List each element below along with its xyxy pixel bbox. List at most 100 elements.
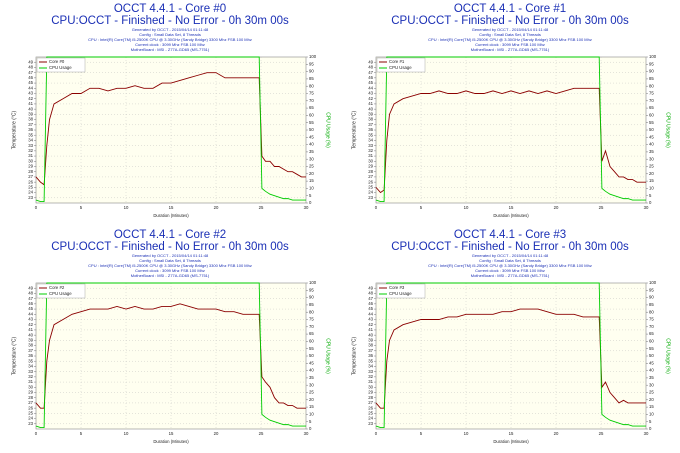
y2-tick-label: 65 bbox=[309, 331, 314, 336]
y2-tick-label: 45 bbox=[309, 134, 314, 139]
y2-tick-label: 5 bbox=[309, 193, 312, 198]
info-line: Config : Small Data Set, 8 Threads bbox=[479, 258, 541, 263]
y-tick-label: 34 bbox=[368, 138, 373, 143]
x-tick-label: 30 bbox=[304, 205, 309, 210]
y-tick-label: 40 bbox=[368, 332, 373, 337]
y-tick-label: 42 bbox=[368, 96, 373, 101]
y2-tick-label: 100 bbox=[309, 280, 317, 285]
series-line bbox=[35, 72, 306, 186]
legend-box bbox=[36, 57, 86, 73]
y2-tick-label: 85 bbox=[649, 76, 654, 81]
y-tick-label: 41 bbox=[368, 101, 373, 106]
y2-tick-label: 55 bbox=[649, 120, 654, 125]
y2-tick-label: 85 bbox=[649, 302, 654, 307]
y-tick-label: 25 bbox=[28, 410, 33, 415]
info-line: Current clock : 3099 Mhz FSB 100 Mhz bbox=[475, 268, 545, 273]
series-line bbox=[35, 282, 306, 428]
x-tick-label: 0 bbox=[35, 205, 38, 210]
y2-tick-label: 85 bbox=[309, 76, 314, 81]
y2-tick-label: 75 bbox=[649, 317, 654, 322]
y-tick-label: 40 bbox=[28, 332, 33, 337]
y2-tick-label: 20 bbox=[309, 397, 314, 402]
y-tick-label: 34 bbox=[28, 364, 33, 369]
x-tick-label: 15 bbox=[509, 431, 514, 436]
y2-tick-label: 35 bbox=[649, 149, 654, 154]
y-tick-label: 35 bbox=[368, 132, 373, 137]
y-tick-label: 30 bbox=[368, 384, 373, 389]
x-tick-label: 20 bbox=[554, 431, 559, 436]
y-tick-label: 28 bbox=[368, 169, 373, 174]
y-tick-label: 48 bbox=[28, 65, 33, 70]
y-tick-label: 45 bbox=[368, 306, 373, 311]
y-tick-label: 30 bbox=[368, 158, 373, 163]
legend-label: CPU Usage bbox=[49, 291, 72, 296]
y2-tick-label: 10 bbox=[309, 412, 314, 417]
y-tick-label: 49 bbox=[28, 285, 33, 290]
legend-box bbox=[36, 283, 86, 299]
y-tick-label: 32 bbox=[368, 374, 373, 379]
y-tick-label: 30 bbox=[28, 158, 33, 163]
y2-tick-label: 60 bbox=[649, 113, 654, 118]
y2-tick-label: 95 bbox=[309, 61, 314, 66]
y-tick-label: 31 bbox=[28, 153, 33, 158]
y-tick-label: 23 bbox=[368, 195, 373, 200]
y-tick-label: 33 bbox=[368, 143, 373, 148]
y-tick-label: 45 bbox=[28, 80, 33, 85]
info-line: MotherBoard : MSI - Z77A-GD65 (MS-7751) bbox=[471, 47, 550, 52]
chart-title: OCCT 4.4.1 - Core #3 bbox=[454, 229, 566, 241]
info-line: Current clock : 3099 Mhz FSB 100 Mhz bbox=[135, 42, 205, 47]
y-tick-label: 31 bbox=[368, 153, 373, 158]
y-tick-label: 28 bbox=[28, 169, 33, 174]
y2-tick-label: 15 bbox=[649, 178, 654, 183]
y2-tick-label: 70 bbox=[309, 98, 314, 103]
x-tick-label: 25 bbox=[599, 431, 604, 436]
y2-tick-label: 80 bbox=[649, 309, 654, 314]
y2-tick-label: 15 bbox=[649, 404, 654, 409]
chart-subtitle: CPU:OCCT - Finished - No Error - 0h 30m … bbox=[391, 241, 629, 253]
series-line bbox=[375, 56, 646, 202]
y2-tick-label: 30 bbox=[649, 382, 654, 387]
y2-tick-label: 30 bbox=[649, 156, 654, 161]
x-tick-label: 5 bbox=[420, 205, 423, 210]
y-tick-label: 39 bbox=[28, 337, 33, 342]
x-tick-label: 10 bbox=[464, 205, 469, 210]
y-tick-label: 45 bbox=[28, 306, 33, 311]
y-tick-label: 46 bbox=[368, 75, 373, 80]
y2-tick-label: 5 bbox=[649, 419, 652, 424]
y2-tick-label: 95 bbox=[649, 61, 654, 66]
y2-tick-label: 30 bbox=[309, 156, 314, 161]
x-tick-label: 0 bbox=[375, 431, 378, 436]
y-tick-label: 48 bbox=[368, 65, 373, 70]
y2-tick-label: 20 bbox=[649, 171, 654, 176]
y-tick-label: 24 bbox=[368, 190, 373, 195]
y2-tick-label: 25 bbox=[649, 390, 654, 395]
y-tick-label: 39 bbox=[28, 111, 33, 116]
x-tick-label: 30 bbox=[644, 205, 649, 210]
y-tick-label: 46 bbox=[28, 75, 33, 80]
y2-tick-label: 50 bbox=[649, 127, 654, 132]
x-tick-label: 5 bbox=[80, 431, 83, 436]
info-line: Config : Small Data Set, 8 Threads bbox=[139, 258, 201, 263]
y-tick-label: 47 bbox=[28, 70, 33, 75]
y2-tick-label: 80 bbox=[649, 83, 654, 88]
y2-tick-label: 55 bbox=[309, 120, 314, 125]
y-tick-label: 43 bbox=[368, 317, 373, 322]
y2-tick-label: 60 bbox=[649, 339, 654, 344]
y-tick-label: 36 bbox=[28, 353, 33, 358]
y-tick-label: 38 bbox=[368, 343, 373, 348]
y2-tick-label: 45 bbox=[309, 360, 314, 365]
y-tick-label: 43 bbox=[28, 91, 33, 96]
info-line: Generated by OCCT - 2015/04/14 01:11:48 bbox=[132, 27, 209, 32]
legend-label: Core #0 bbox=[49, 59, 65, 64]
info-line: MotherBoard : MSI - Z77A-GD65 (MS-7751) bbox=[131, 273, 210, 278]
x-tick-label: 10 bbox=[124, 431, 129, 436]
y-tick-label: 24 bbox=[28, 416, 33, 421]
y-tick-label: 23 bbox=[368, 421, 373, 426]
info-line: Generated by OCCT - 2015/04/14 01:11:48 bbox=[472, 253, 549, 258]
y-tick-label: 24 bbox=[28, 190, 33, 195]
info-line: Current clock : 3099 Mhz FSB 100 Mhz bbox=[135, 268, 205, 273]
y2-tick-label: 75 bbox=[649, 91, 654, 96]
y2-tick-label: 5 bbox=[649, 193, 652, 198]
